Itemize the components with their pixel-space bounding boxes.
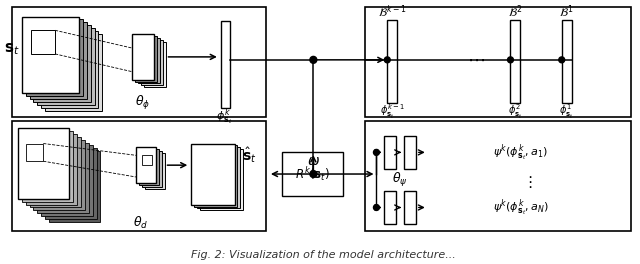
- Text: $\phi^{2}_{\mathbf{s}_t}$: $\phi^{2}_{\mathbf{s}_t}$: [508, 103, 523, 121]
- Bar: [22, 17, 79, 93]
- Bar: [29, 137, 81, 208]
- Text: $\hat{\mathbf{s}}_t$: $\hat{\mathbf{s}}_t$: [243, 145, 257, 165]
- Circle shape: [374, 205, 380, 210]
- Bar: [404, 191, 416, 224]
- Bar: [141, 40, 163, 86]
- Bar: [26, 144, 44, 161]
- Bar: [37, 28, 95, 105]
- Bar: [132, 34, 154, 79]
- Bar: [385, 191, 396, 224]
- Text: $\phi^{1}_{\mathbf{s}_t}$: $\phi^{1}_{\mathbf{s}_t}$: [559, 103, 574, 121]
- Bar: [142, 155, 152, 165]
- Text: $R^k(\mathbf{s}_t)$: $R^k(\mathbf{s}_t)$: [295, 165, 330, 183]
- Bar: [26, 134, 77, 205]
- Bar: [49, 151, 100, 222]
- Bar: [42, 31, 99, 108]
- Text: $\theta_d$: $\theta_d$: [133, 215, 148, 231]
- Bar: [200, 149, 243, 210]
- Bar: [404, 136, 416, 169]
- Bar: [12, 121, 266, 231]
- Bar: [45, 148, 97, 219]
- Bar: [136, 148, 156, 183]
- Text: $\vdots$: $\vdots$: [522, 174, 532, 190]
- Text: $\mathcal{B}^{k-1}$: $\mathcal{B}^{k-1}$: [378, 3, 406, 20]
- Bar: [282, 152, 343, 196]
- Bar: [142, 151, 161, 187]
- Bar: [18, 128, 69, 199]
- Bar: [194, 145, 237, 206]
- Circle shape: [385, 57, 390, 63]
- Bar: [144, 42, 166, 87]
- Bar: [511, 21, 520, 103]
- Bar: [26, 20, 83, 96]
- Bar: [221, 21, 230, 108]
- Bar: [12, 7, 266, 117]
- Text: $\psi^k(\phi^k_{\mathbf{s}_t}, a_1)$: $\psi^k(\phi^k_{\mathbf{s}_t}, a_1)$: [493, 142, 548, 163]
- Text: $\mathbf{s}_t$: $\mathbf{s}_t$: [4, 41, 20, 57]
- Bar: [22, 131, 73, 202]
- Circle shape: [508, 57, 513, 63]
- Text: $\mathcal{B}^{2}$: $\mathcal{B}^{2}$: [508, 3, 523, 20]
- Bar: [365, 121, 631, 231]
- Circle shape: [310, 171, 317, 177]
- Text: $\theta_\psi$: $\theta_\psi$: [392, 171, 408, 189]
- Text: Fig. 2: Visualization of the model architecture...: Fig. 2: Visualization of the model archi…: [191, 250, 456, 260]
- Text: $\psi^k(\phi^k_{\mathbf{s}_t}, a_N)$: $\psi^k(\phi^k_{\mathbf{s}_t}, a_N)$: [493, 197, 548, 218]
- Bar: [138, 38, 159, 83]
- Text: $\theta_\phi$: $\theta_\phi$: [135, 94, 150, 112]
- Bar: [42, 145, 93, 216]
- Bar: [135, 36, 157, 82]
- Circle shape: [374, 149, 380, 155]
- Bar: [562, 21, 572, 103]
- Bar: [365, 7, 631, 117]
- Text: $\phi^{k-1}_{\mathbf{s}_t}$: $\phi^{k-1}_{\mathbf{s}_t}$: [380, 103, 404, 121]
- Bar: [45, 34, 102, 111]
- Bar: [197, 148, 241, 209]
- Text: $\phi^k_{\mathbf{s}_t}$: $\phi^k_{\mathbf{s}_t}$: [216, 106, 233, 127]
- Bar: [387, 21, 397, 103]
- Bar: [31, 30, 55, 54]
- Circle shape: [310, 56, 317, 63]
- Text: $\cdots$: $\cdots$: [467, 51, 485, 69]
- Bar: [33, 140, 84, 210]
- Bar: [385, 136, 396, 169]
- Text: $\mathcal{B}^{1}$: $\mathcal{B}^{1}$: [559, 3, 574, 20]
- Bar: [191, 144, 234, 205]
- Bar: [139, 149, 159, 185]
- Circle shape: [559, 57, 564, 63]
- Bar: [145, 153, 164, 189]
- Text: $\omega$: $\omega$: [307, 154, 320, 168]
- Bar: [37, 143, 89, 213]
- Bar: [33, 25, 91, 102]
- Bar: [29, 22, 86, 99]
